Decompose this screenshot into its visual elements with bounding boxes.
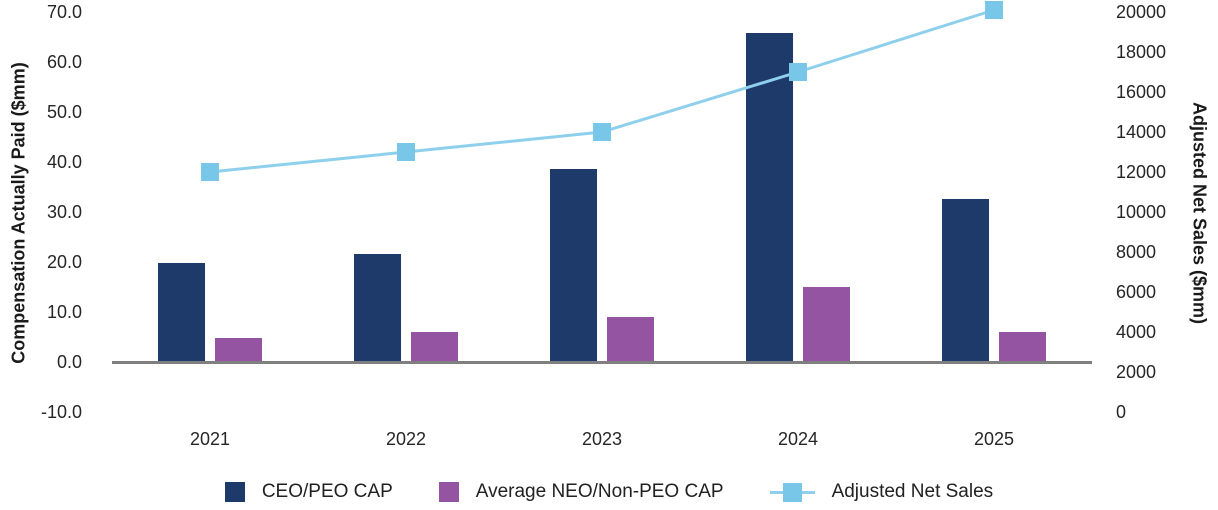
legend-line-marker-icon: [769, 482, 815, 502]
right-axis-tick-8000: 8000: [1116, 242, 1157, 262]
left-axis-tick-0.0: 0.0: [56, 352, 82, 372]
right-axis-tick-6000: 6000: [1116, 282, 1157, 302]
left-axis-tick-50.0: 50.0: [46, 102, 82, 122]
x-axis-label-2024: 2024: [777, 429, 819, 449]
left-axis-tick-60.0: 60.0: [46, 52, 82, 72]
bar-ceo-peo-cap-2024: [746, 32, 793, 362]
bar-average-neo-non-peo-cap-2021: [215, 338, 262, 362]
plot-area: [112, 1, 1092, 412]
bar-ceo-peo-cap-2021: [158, 262, 205, 362]
x-axis-label-2021: 2021: [189, 429, 231, 449]
right-axis-tick-20000: 20000: [1116, 2, 1167, 22]
legend-label-adjusted-net-sales: Adjusted Net Sales: [831, 481, 994, 502]
bar-average-neo-non-peo-cap-2022: [411, 332, 458, 362]
right-axis-tick-12000: 12000: [1116, 162, 1167, 182]
legend-item-adjusted-net-sales: Adjusted Net Sales: [769, 481, 994, 503]
left-axis-tick-70.0: 70.0: [46, 2, 82, 22]
marker-adjusted-net-sales-2025: [985, 1, 1003, 19]
bar-average-neo-non-peo-cap-2025: [999, 332, 1046, 362]
left-axis-tick-10.0: 10.0: [46, 302, 82, 322]
left-axis-tick--10.0: -10.0: [40, 402, 82, 422]
x-axis-category-labels: 2021 2022 2023 2024 2025: [0, 429, 1218, 451]
x-axis-label-2025: 2025: [973, 429, 1015, 449]
right-axis-tick-14000: 14000: [1116, 122, 1167, 142]
bar-ceo-peo-cap-2025: [942, 198, 989, 362]
legend-label-ceo-peo-cap: CEO/PEO CAP: [261, 481, 393, 502]
adjusted-net-sales-line: [201, 1, 1003, 181]
legend-swatch-icon: [438, 482, 459, 502]
marker-adjusted-net-sales-2022: [397, 143, 415, 161]
right-axis-tick-10000: 10000: [1116, 202, 1167, 222]
right-axis-title: Adjusted Net Sales ($mm): [1189, 101, 1210, 325]
legend-item-ceo-peo-cap: CEO/PEO CAP: [224, 481, 393, 503]
right-axis-tick-0: 0: [1116, 402, 1127, 422]
right-axis-tick-18000: 18000: [1116, 42, 1167, 62]
left-axis-tick-labels: 70.0 60.0 50.0 40.0 30.0 20.0 10.0 0.0 -10.0: [0, 3, 82, 421]
bar-average-neo-non-peo-cap-2024: [803, 287, 850, 362]
right-axis-tick-16000: 16000: [1116, 82, 1167, 102]
marker-adjusted-net-sales-2023: [593, 123, 611, 141]
legend-label-average-neo-non-peo-cap: Average NEO/Non-PEO CAP: [475, 481, 724, 502]
bar-average-neo-non-peo-cap-2023: [607, 317, 654, 362]
bar-ceo-peo-cap-2023: [550, 168, 597, 362]
right-axis-tick-4000: 4000: [1116, 322, 1157, 342]
chart-legend: CEO/PEO CAP Average NEO/Non-PEO CAP Adjust…: [0, 481, 1218, 503]
line-adjusted-net-sales: [209, 8, 995, 174]
bar-ceo-peo-cap-2022: [354, 253, 401, 362]
left-axis-tick-30.0: 30.0: [46, 202, 82, 222]
x-axis-line: [112, 361, 1092, 364]
right-axis-tick-2000: 2000: [1116, 362, 1157, 382]
legend-item-average-neo-non-peo-cap: Average NEO/Non-PEO CAP: [438, 481, 724, 503]
marker-adjusted-net-sales-2024: [789, 63, 807, 81]
x-axis-label-2022: 2022: [385, 429, 427, 449]
legend-square-icon: [782, 482, 802, 502]
x-axis-label-2023: 2023: [581, 429, 623, 449]
legend-swatch-icon: [224, 482, 245, 502]
left-axis-tick-40.0: 40.0: [46, 152, 82, 172]
left-axis-tick-20.0: 20.0: [46, 252, 82, 272]
right-axis-tick-labels: 20000 18000 16000 14000 12000 10000 8000 6000 40…: [1116, 3, 1216, 421]
marker-adjusted-net-sales-2021: [201, 163, 219, 181]
